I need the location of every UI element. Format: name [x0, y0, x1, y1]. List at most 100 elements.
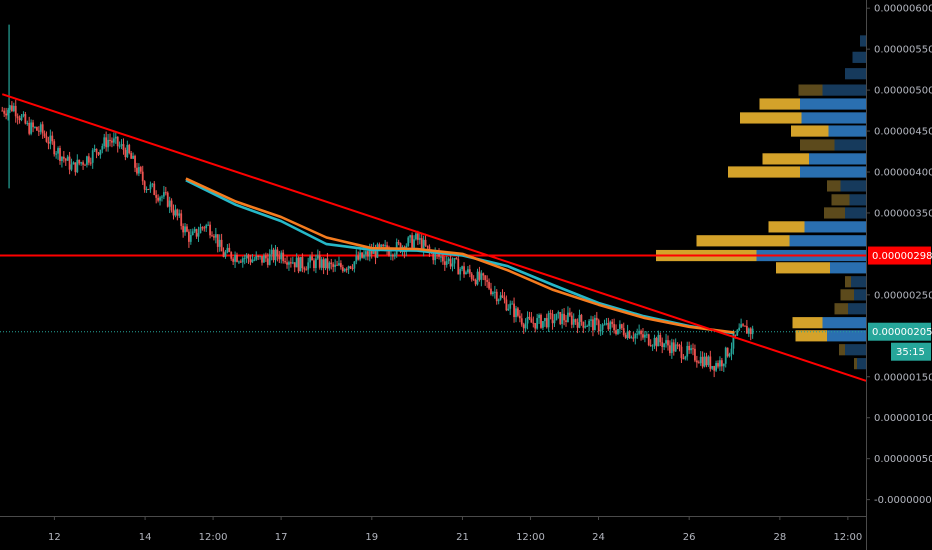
candlesticks — [1, 24, 754, 378]
candle-body — [141, 171, 144, 182]
candle-body — [55, 153, 58, 155]
profile-bar-down — [831, 194, 850, 206]
candle-body — [424, 239, 427, 246]
candle-body — [428, 246, 431, 252]
candle-body — [480, 273, 483, 280]
candle-body — [45, 136, 48, 142]
time-tick-label: 12:00 — [833, 532, 862, 543]
candle-body — [226, 247, 229, 253]
candle-body — [532, 322, 535, 324]
candle-body — [70, 164, 73, 170]
profile-bar-down — [740, 112, 802, 124]
candle-body — [328, 262, 331, 269]
candle-body — [305, 269, 308, 271]
candle-body — [112, 138, 115, 143]
time-tick-label: 17 — [275, 532, 288, 543]
candle-body — [574, 319, 577, 323]
candle-body — [688, 345, 691, 351]
profile-bar-up — [845, 344, 866, 356]
candle-body — [343, 269, 346, 272]
time-tick-label: 19 — [365, 532, 378, 543]
candle-body — [116, 136, 119, 147]
candle-body — [157, 197, 160, 201]
profile-bar-down — [845, 276, 851, 288]
candle-body — [299, 257, 302, 272]
candle-body — [295, 257, 298, 268]
candle-body — [678, 344, 681, 347]
candle-body — [230, 252, 233, 259]
candle-body — [497, 299, 500, 302]
profile-bar-up — [804, 221, 866, 233]
candle-body — [57, 148, 59, 154]
candle-body — [120, 144, 123, 146]
price-badge-label: 0.00000298 — [872, 251, 932, 262]
candle-body — [463, 266, 465, 275]
profile-bar-down — [792, 317, 823, 329]
candle-body — [603, 324, 606, 326]
candle-body — [495, 291, 498, 302]
candle-body — [59, 148, 61, 161]
profile-bar-down — [768, 221, 805, 233]
candle-body — [353, 261, 356, 269]
time-tick-label: 21 — [456, 532, 469, 543]
candle-body — [634, 334, 637, 339]
candle-body — [301, 257, 304, 269]
candle-body — [368, 249, 371, 257]
candle-body — [162, 192, 165, 197]
candle-body — [74, 162, 77, 173]
candle-body — [93, 148, 96, 151]
time-scale[interactable]: 12 14 12:00 17 19 21 12:00 24 26 28 12:00 — [48, 516, 862, 543]
candle-body — [284, 261, 287, 263]
candle-body — [416, 233, 419, 240]
candle-body — [582, 321, 585, 328]
candle-body — [640, 330, 642, 335]
candle-body — [218, 239, 221, 247]
price-badges: 0.00000298 0.00000205 35:15 — [868, 246, 932, 361]
profile-bar-down — [762, 153, 809, 165]
profile-bar-up — [800, 98, 866, 110]
candle-body — [676, 344, 679, 346]
candle-body — [547, 313, 550, 328]
candle-body — [651, 345, 654, 347]
candle-body — [186, 226, 188, 232]
profile-bar-down — [827, 180, 841, 192]
candle-body — [126, 144, 129, 158]
profile-bar-down — [795, 330, 827, 342]
time-tick-label: 24 — [592, 532, 605, 543]
candle-body — [272, 249, 275, 261]
candle-body — [91, 150, 94, 163]
candle-body — [680, 346, 683, 359]
candle-body — [732, 334, 735, 349]
candle-body — [153, 183, 156, 195]
candle-body — [255, 255, 258, 260]
candle-body — [476, 271, 479, 285]
candle-body — [740, 324, 743, 328]
candle-body — [601, 324, 604, 330]
candle-body — [201, 227, 204, 229]
candle-body — [130, 153, 133, 159]
candle-body — [390, 254, 392, 256]
candle-body — [590, 319, 592, 321]
candle-body — [701, 356, 704, 367]
profile-bar-up — [849, 194, 866, 206]
profile-bar-down — [696, 235, 790, 247]
candle-body — [14, 105, 17, 117]
profile-bar-down — [840, 289, 854, 301]
candle-body — [570, 315, 573, 325]
candle-body — [209, 224, 211, 236]
candle-body — [330, 262, 333, 265]
price-scale[interactable]: 0.00000600 0.00000550 0.00000500 0.00000450… — [866, 4, 932, 506]
candle-body — [147, 189, 150, 191]
profile-bar-up — [845, 207, 866, 219]
candle-body — [107, 139, 109, 148]
candle-body — [717, 363, 719, 367]
trendline[interactable] — [1, 93, 867, 382]
candle-body — [543, 318, 546, 322]
candle-body — [355, 255, 358, 262]
candle-body — [513, 303, 515, 318]
candle-body — [293, 262, 296, 268]
candle-body — [164, 192, 167, 194]
candle-body — [266, 258, 269, 265]
profile-bar-up — [801, 112, 866, 124]
